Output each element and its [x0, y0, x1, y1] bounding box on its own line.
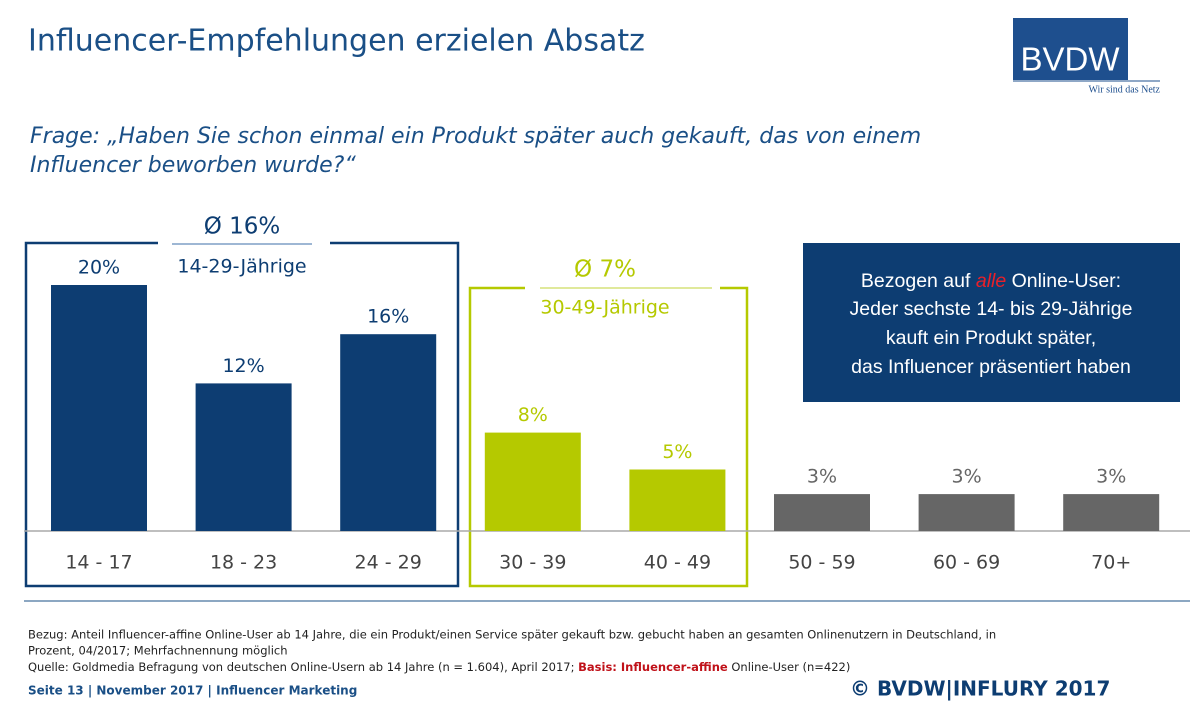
x-tick-label: 40 - 49 — [644, 552, 711, 574]
bar — [629, 469, 726, 531]
callout-text: Jeder sechste 14- bis 29-Jährige — [850, 298, 1133, 320]
callout-emphasis: alle — [976, 270, 1007, 292]
question: Influencer beworben wurde?“ — [30, 153, 356, 178]
x-tick-label: 30 - 39 — [499, 552, 566, 574]
group-label: 30-49-Jährige — [540, 297, 669, 319]
value-label: 3% — [952, 466, 982, 488]
footnote-emphasis: Basis: Influencer-affine — [578, 660, 728, 674]
x-tick-label: 50 - 59 — [788, 552, 855, 574]
group-box — [468, 286, 749, 588]
value-label: 8% — [518, 404, 548, 426]
footnote: Quelle: Goldmedia Befragung von deutsche… — [28, 660, 578, 674]
bar — [918, 494, 1015, 531]
footnote: Quelle: Goldmedia Befragung von deutsche… — [28, 660, 850, 674]
bar — [51, 285, 147, 531]
callout-text: Bezogen auf alle Online-User: — [861, 270, 1121, 292]
slogan: Wir sind das Netz — [1088, 84, 1160, 95]
bar — [195, 383, 292, 531]
value-label: 3% — [807, 466, 837, 488]
value-label: 20% — [78, 257, 120, 279]
group-box — [24, 241, 460, 588]
footer-right: © BVDW|INFLURY 2017 — [850, 677, 1110, 701]
x-tick-label: 70+ — [1091, 552, 1131, 574]
footnote: Prozent, 04/2017; Mehrfachnennung möglic… — [28, 644, 288, 658]
group-average: Ø 7% — [574, 257, 636, 283]
value-label: 16% — [367, 306, 409, 328]
footnote: Bezug: Anteil Influencer-affine Online-U… — [28, 628, 996, 642]
bar — [340, 334, 437, 531]
x-tick-label: 18 - 23 — [210, 552, 277, 574]
x-tick-label: 60 - 69 — [933, 552, 1000, 574]
callout-text: Bezogen auf — [861, 270, 976, 292]
value-label: 12% — [222, 355, 264, 377]
bar — [484, 432, 581, 531]
logo-box — [1013, 18, 1128, 80]
bar — [774, 494, 870, 531]
group-average: Ø 16% — [204, 214, 281, 240]
callout-text: Online-User: — [1006, 270, 1121, 292]
group-label: 14-29-Jährige — [177, 256, 306, 278]
callout-text: das Influencer präsentiert haben — [851, 356, 1131, 378]
callout-text: kauft ein Produkt später, — [886, 327, 1096, 349]
x-tick-label: 24 - 29 — [355, 552, 422, 574]
x-tick-label: 14 - 17 — [65, 552, 132, 574]
value-label: 5% — [662, 441, 692, 463]
title: Influencer-Empfehlungen erzielen Absatz — [28, 24, 645, 59]
footnote: Online-User (n=422) — [728, 660, 851, 674]
callout-box — [803, 243, 1180, 402]
question: Frage: „Haben Sie schon einmal ein Produ… — [30, 124, 921, 149]
footer-left: Seite 13 | November 2017 | Influencer Ma… — [28, 684, 357, 698]
bar — [1063, 494, 1160, 531]
logo: BVDW — [1021, 41, 1121, 78]
value-label: 3% — [1096, 466, 1126, 488]
